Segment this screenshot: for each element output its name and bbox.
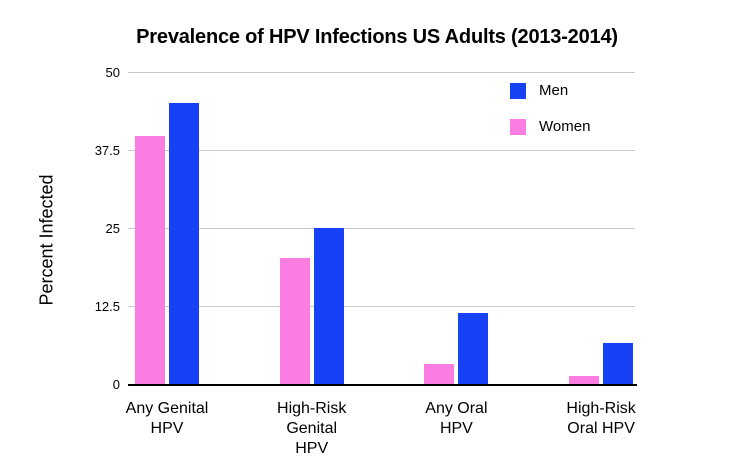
gridline [128, 228, 635, 229]
bar-men-2 [458, 313, 489, 385]
plot-area [128, 72, 637, 386]
bar-women-3 [569, 376, 600, 385]
legend-swatch-women [510, 119, 526, 135]
x-axis-line [128, 384, 637, 386]
gridline [128, 72, 635, 73]
y-tick-label: 25 [105, 221, 120, 236]
legend-item-women: Women [510, 119, 590, 135]
x-category-label: High-Risk Genital HPV [277, 400, 347, 457]
bar-men-3 [603, 342, 634, 385]
bar-women-0 [135, 136, 165, 385]
legend-item-men: Men [510, 83, 568, 99]
x-category-label: Any Genital HPV [125, 400, 209, 437]
y-tick-label: 37.5 [94, 143, 120, 158]
y-tick-label: 12.5 [94, 299, 120, 314]
gridline [128, 306, 635, 307]
y-tick-label: 0 [112, 377, 120, 392]
x-category-label: High-Risk Oral HPV [566, 400, 636, 437]
bar-women-2 [424, 364, 455, 385]
legend-label: Women [539, 118, 591, 135]
gridline [128, 150, 635, 151]
x-category-label: Any Oral HPV [425, 400, 488, 437]
bar-women-1 [279, 257, 310, 385]
y-axis-title: Percent Infected [36, 174, 57, 306]
legend-label: Men [539, 82, 569, 99]
y-tick-label: 50 [105, 65, 120, 80]
legend-swatch-men [510, 83, 526, 99]
chart-title: Prevalence of HPV Infections US Adults (… [136, 26, 618, 48]
bar-men-1 [313, 228, 344, 385]
bar-men-0 [169, 102, 199, 385]
